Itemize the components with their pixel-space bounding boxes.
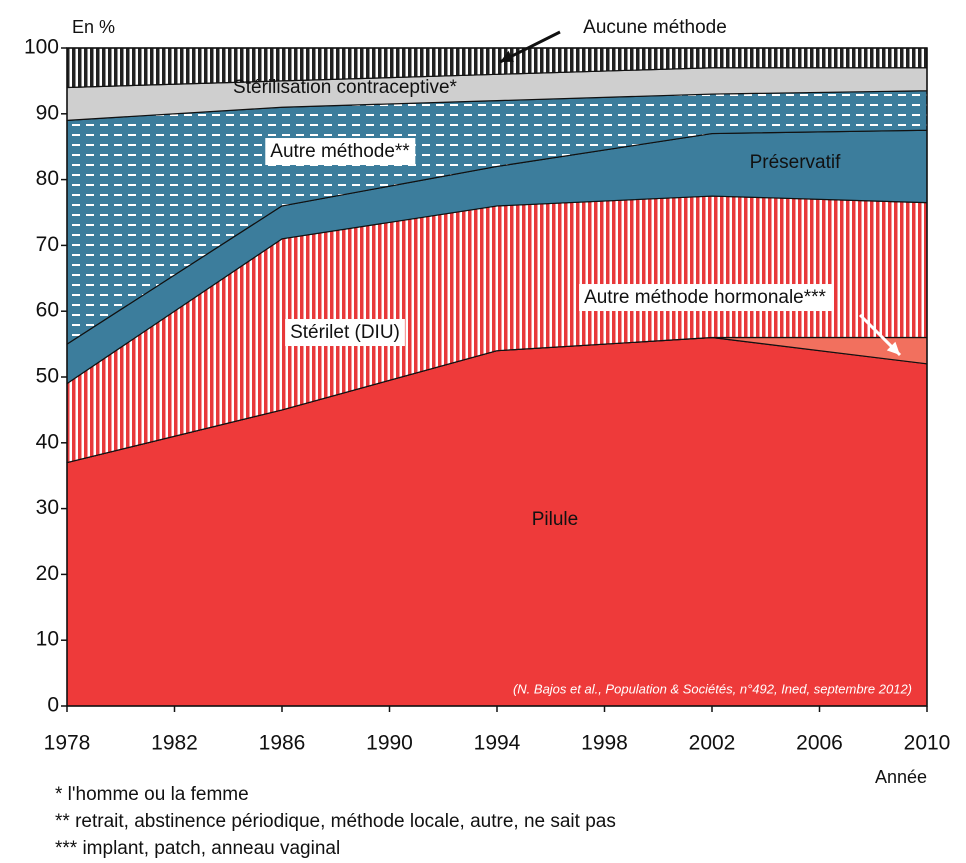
- x-tick-label: 1982: [151, 732, 198, 755]
- y-tick-label: 80: [36, 167, 59, 190]
- x-tick-label: 1986: [259, 732, 306, 755]
- y-tick-label: 10: [36, 628, 59, 651]
- series-label: Stérilisation contraceptive*: [233, 77, 457, 98]
- x-tick-label: 1978: [44, 732, 91, 755]
- label-box: [579, 284, 832, 312]
- y-tick-label: 50: [36, 365, 59, 388]
- series-label: Pilule: [532, 509, 578, 530]
- x-tick-label: 2006: [796, 732, 843, 755]
- series-label: Préservatif: [750, 152, 842, 173]
- footnote: ** retrait, abstinence périodique, métho…: [55, 811, 616, 832]
- y-tick-label: 0: [47, 694, 59, 717]
- series-label: Aucune méthode: [583, 17, 727, 38]
- y-axis-label: En %: [72, 17, 115, 37]
- y-tick-label: 40: [36, 430, 59, 453]
- footnote: * l'homme ou la femme: [55, 784, 249, 805]
- arrow-head: [500, 50, 514, 62]
- series-label: Stérilet (DIU): [290, 322, 400, 343]
- footnote: *** implant, patch, anneau vaginal: [55, 838, 340, 859]
- y-tick-label: 70: [36, 233, 59, 256]
- y-tick-label: 100: [24, 36, 59, 59]
- x-tick-label: 1994: [474, 732, 521, 755]
- series-label: Autre méthode**: [270, 141, 410, 162]
- label-box: [285, 319, 405, 347]
- y-tick-label: 90: [36, 101, 59, 124]
- y-tick-label: 60: [36, 299, 59, 322]
- y-tick-label: 20: [36, 562, 59, 585]
- x-tick-label: 2010: [904, 732, 951, 755]
- x-tick-label: 2002: [689, 732, 736, 755]
- x-axis-label: Année: [875, 767, 927, 787]
- y-tick-label: 30: [36, 496, 59, 519]
- x-tick-label: 1998: [581, 732, 628, 755]
- source-annotation: (N. Bajos et al., Population & Sociétés,…: [513, 681, 912, 696]
- label-box: [265, 138, 416, 166]
- arrow-head: [886, 341, 900, 355]
- series-label: Autre méthode hormonale***: [584, 287, 826, 308]
- x-tick-label: 1990: [366, 732, 413, 755]
